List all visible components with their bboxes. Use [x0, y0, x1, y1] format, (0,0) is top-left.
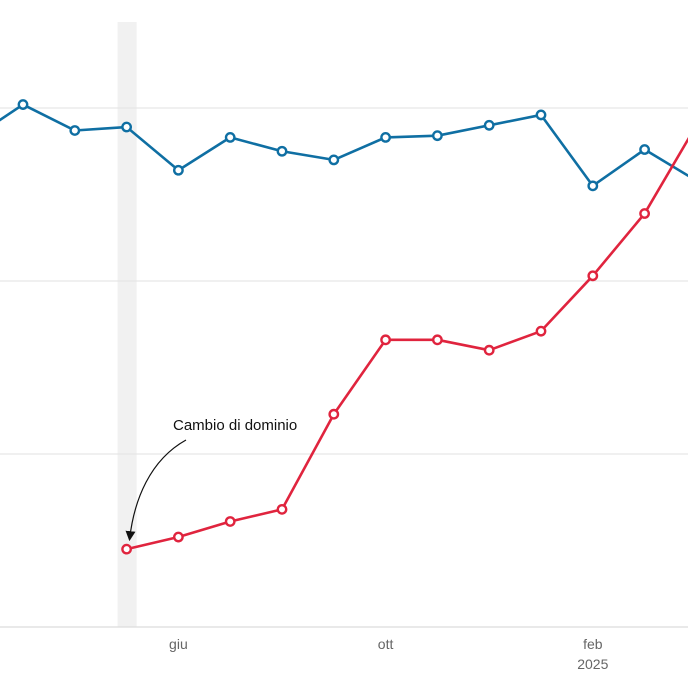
data-point-red [172, 531, 184, 543]
annotation-arrow [125, 439, 187, 542]
data-point-blue [380, 132, 391, 143]
data-point-blue [328, 154, 340, 166]
data-point-blue [483, 119, 495, 131]
data-point-blue [587, 180, 599, 192]
data-point-blue [431, 130, 443, 142]
x-tick-label: ott [378, 636, 394, 652]
data-point-red [328, 408, 340, 420]
x-tick-label: giu [169, 636, 188, 652]
highlight-band [117, 22, 137, 627]
data-point-red [587, 270, 599, 282]
data-point-red [121, 543, 133, 555]
data-point-blue [172, 164, 184, 176]
data-point-red [380, 334, 391, 346]
data-point-blue [121, 121, 133, 133]
data-point-blue [17, 99, 29, 110]
x-tick-sublabel: 2025 [577, 656, 608, 672]
series-line-blue [0, 103, 688, 188]
data-point-red [431, 334, 443, 346]
data-point-red [639, 208, 650, 219]
x-tick-label: feb [583, 636, 603, 652]
data-point-blue [639, 144, 650, 155]
data-point-blue [535, 109, 547, 121]
data-point-blue [69, 125, 81, 136]
data-point-red [483, 344, 495, 356]
series-line-red [126, 137, 688, 551]
data-point-red [224, 516, 236, 527]
data-point-red [535, 325, 547, 337]
data-point-blue [276, 145, 288, 157]
annotation-label: Cambio di dominio [173, 417, 297, 434]
data-point-red [276, 503, 288, 515]
data-point-blue [224, 132, 236, 143]
